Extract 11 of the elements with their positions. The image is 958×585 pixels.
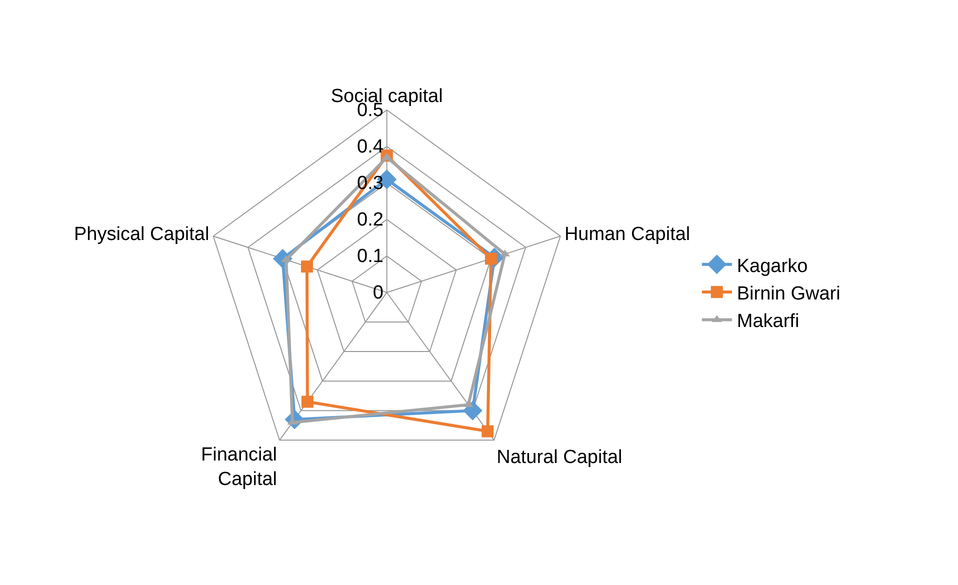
- legend-label: Kagarko: [736, 256, 808, 277]
- legend-label: Birnin Gwari: [736, 283, 840, 304]
- spoke-label: Physical Capital: [74, 224, 210, 245]
- y-tick-label: 0: [372, 282, 384, 304]
- spoke-label: Natural Capital: [496, 446, 622, 468]
- spoke-label: Human Capital: [564, 224, 690, 245]
- legend-label: Makarfi: [736, 311, 800, 332]
- y-tick-label: 0.4: [357, 136, 384, 158]
- y-tick-label: 0.2: [357, 210, 384, 231]
- y-tick-label: 0.1: [357, 246, 384, 268]
- spoke-label: Financial Capital: [200, 444, 278, 490]
